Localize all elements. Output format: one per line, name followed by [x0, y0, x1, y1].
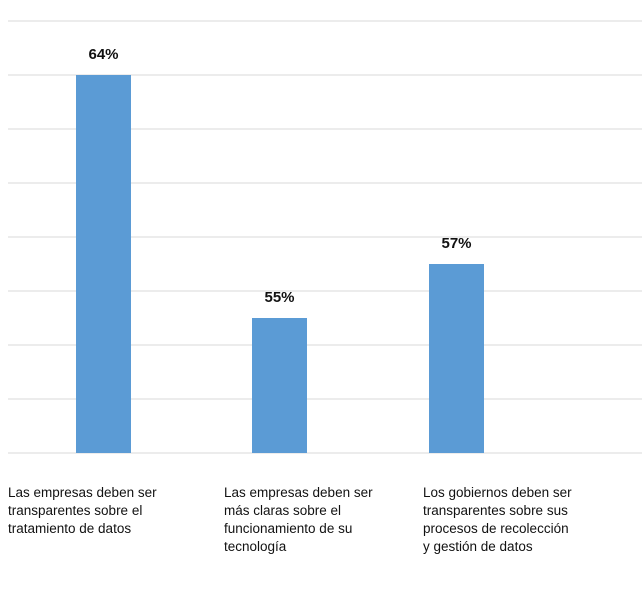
data-label-2: 55% — [264, 289, 294, 306]
bar-1 — [76, 75, 131, 453]
category-label-3: Los gobiernos deben ser transparentes so… — [423, 485, 572, 554]
bar-2 — [252, 318, 307, 453]
category-label-1: Las empresas deben ser transparentes sob… — [8, 485, 157, 536]
data-label-3: 57% — [441, 235, 471, 252]
data-label-1: 64% — [88, 46, 118, 63]
bar-3 — [429, 264, 484, 453]
category-label-2: Las empresas deben ser más claras sobre … — [224, 485, 373, 554]
